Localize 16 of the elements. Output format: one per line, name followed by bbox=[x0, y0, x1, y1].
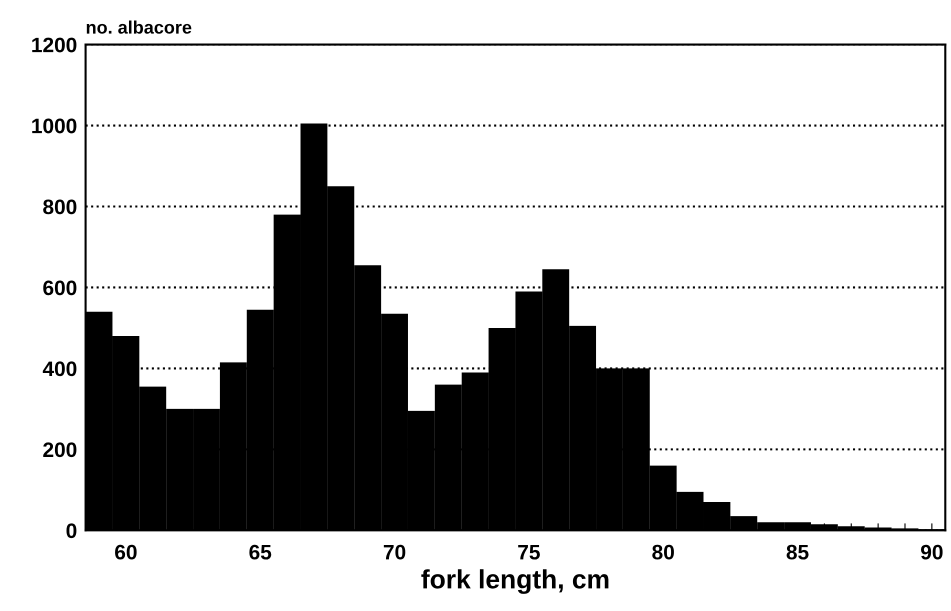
x-tick-label: 75 bbox=[518, 545, 540, 560]
x-axis-title: fork length, cm bbox=[421, 569, 608, 594]
y-tick-label: 800 bbox=[43, 200, 76, 214]
x-tick-label: 80 bbox=[652, 544, 674, 560]
y-tick-label: 400 bbox=[42, 361, 76, 376]
y-tick-label: 200 bbox=[43, 442, 76, 458]
y-tick-label: 0 bbox=[66, 523, 76, 538]
y-tick-label: 1000 bbox=[32, 118, 76, 134]
y-tick-label: 600 bbox=[43, 280, 76, 296]
y-tick-label: 1200 bbox=[32, 38, 76, 52]
x-tick-label: 60 bbox=[115, 544, 137, 560]
x-tick-label: 65 bbox=[249, 544, 272, 560]
x-tick-label: 70 bbox=[384, 544, 406, 560]
x-tick-label: 85 bbox=[786, 544, 809, 560]
y-axis-title: no. albacore bbox=[86, 20, 192, 34]
x-tick-label: 90 bbox=[921, 544, 943, 560]
